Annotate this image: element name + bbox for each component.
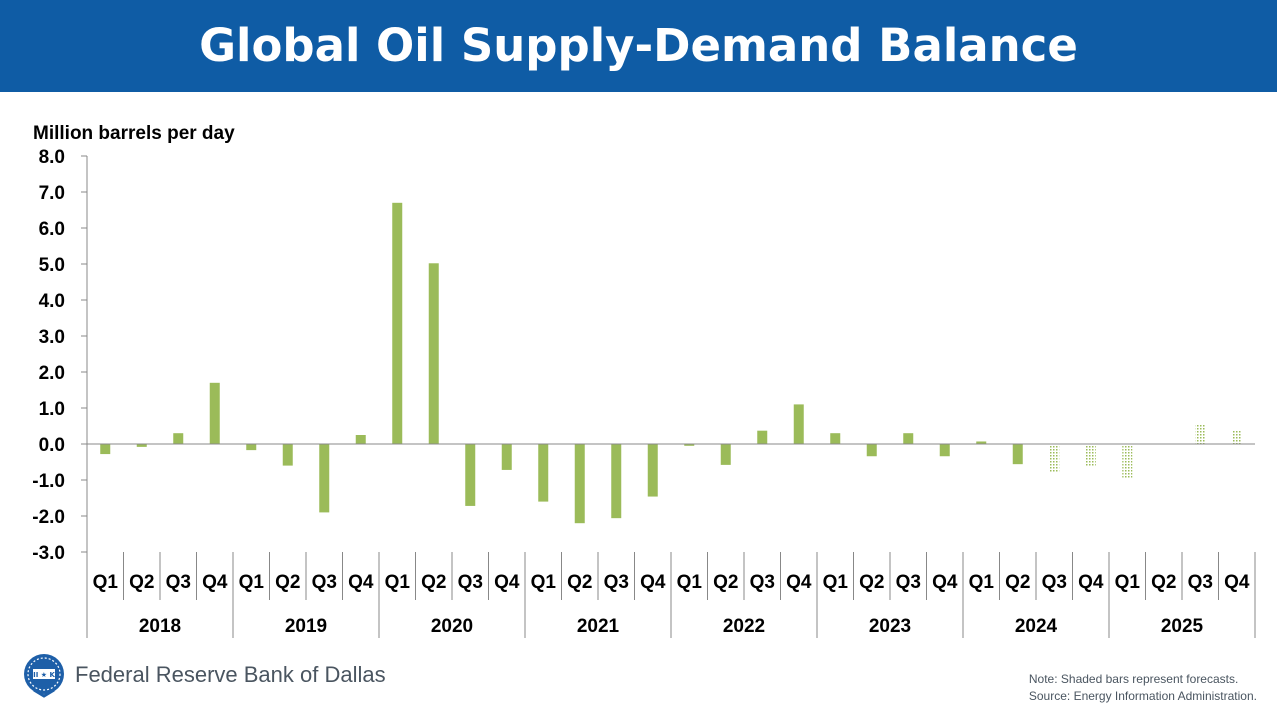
bar bbox=[793, 404, 804, 444]
y-tick-label: 1.0 bbox=[39, 399, 65, 420]
year-label: 2025 bbox=[1161, 616, 1204, 637]
quarter-label: Q1 bbox=[677, 572, 703, 593]
forecast-bar bbox=[1158, 444, 1169, 446]
y-axis: 8.0 7.0 6.0 5.0 4.0 3.0 2.0 1.0 0.0 -1.0 -2.0 -3.0 bbox=[32, 147, 88, 564]
quarter-label: Q4 bbox=[348, 572, 374, 593]
bar bbox=[903, 433, 914, 444]
quarter-label: Q3 bbox=[458, 572, 483, 593]
bar bbox=[100, 444, 111, 455]
bar bbox=[428, 263, 439, 444]
y-tick-label: -3.0 bbox=[32, 543, 65, 564]
forecast-note: Note: Shaded bars represent forecasts. bbox=[1028, 672, 1239, 686]
quarter-label: Q4 bbox=[786, 572, 812, 593]
quarter-label: Q1 bbox=[531, 572, 557, 593]
quarter-label: Q3 bbox=[312, 572, 337, 593]
year-label: 2021 bbox=[577, 616, 620, 637]
quarter-label: Q3 bbox=[1188, 572, 1213, 593]
bar bbox=[939, 444, 950, 457]
bar bbox=[866, 444, 877, 457]
quarter-label: Q4 bbox=[1078, 572, 1104, 593]
quarter-label: Q2 bbox=[275, 572, 300, 593]
quarter-label: Q4 bbox=[494, 572, 520, 593]
y-tick-label: 4.0 bbox=[39, 291, 65, 312]
quarter-label: Q1 bbox=[239, 572, 265, 593]
bar bbox=[684, 444, 695, 446]
y-tick-label: 5.0 bbox=[39, 255, 65, 276]
quarter-label: Q3 bbox=[750, 572, 775, 593]
bar bbox=[282, 444, 293, 466]
bar bbox=[647, 444, 658, 497]
bar bbox=[465, 444, 476, 506]
organization-name: Federal Reserve Bank of Dallas bbox=[75, 662, 386, 687]
quarter-label: Q2 bbox=[859, 572, 884, 593]
y-tick-label: -1.0 bbox=[32, 471, 65, 492]
source-note: Source: Energy Information Administratio… bbox=[1028, 689, 1257, 703]
quarter-label: Q1 bbox=[1115, 572, 1141, 593]
forecast-bar bbox=[1085, 444, 1096, 467]
bar bbox=[355, 435, 366, 444]
title-banner bbox=[0, 0, 1277, 92]
chart-note: Note: Shaded bars represent forecasts. S… bbox=[1029, 671, 1257, 705]
bar bbox=[574, 444, 585, 524]
y-axis-label: Million barrels per day bbox=[33, 123, 235, 144]
federal-reserve-seal-icon: II ★ K bbox=[24, 654, 64, 698]
y-tick-label: 8.0 bbox=[39, 147, 65, 168]
bar bbox=[830, 433, 841, 444]
bar bbox=[209, 382, 220, 444]
quarter-label: Q2 bbox=[421, 572, 446, 593]
forecast-bar bbox=[1122, 444, 1133, 479]
bar bbox=[136, 444, 147, 447]
quarter-label: Q1 bbox=[823, 572, 849, 593]
year-label: 2019 bbox=[285, 616, 327, 637]
forecast-bar bbox=[1049, 444, 1060, 473]
bar bbox=[392, 202, 403, 444]
quarter-label: Q4 bbox=[640, 572, 666, 593]
y-tick-label: 2.0 bbox=[39, 363, 65, 384]
year-label: 2020 bbox=[431, 616, 473, 637]
bar bbox=[757, 430, 768, 444]
quarter-label: Q4 bbox=[202, 572, 228, 593]
year-label: 2022 bbox=[723, 616, 765, 637]
y-tick-label: 6.0 bbox=[39, 219, 65, 240]
bar bbox=[319, 444, 330, 513]
bar bbox=[173, 433, 184, 444]
year-label: 2018 bbox=[139, 616, 181, 637]
bar bbox=[1012, 444, 1023, 465]
year-label: 2023 bbox=[869, 616, 911, 637]
seal-lettering: II ★ K bbox=[33, 671, 55, 679]
forecast-bar bbox=[1195, 424, 1206, 444]
quarter-label: Q3 bbox=[166, 572, 191, 593]
x-axis: Q1 Q2 Q3 Q4 Q1 Q2 Q3 Q4 Q1 Q2 Q3 Q4 Q1 Q2 Q3 Q4 Q1 Q2 Q3 Q4… bbox=[86, 443, 1256, 638]
quarter-label: Q1 bbox=[385, 572, 411, 593]
quarter-label: Q4 bbox=[932, 572, 958, 593]
quarter-label: Q2 bbox=[1151, 572, 1176, 593]
bar-series bbox=[100, 202, 1242, 524]
bar-chart: Million barrels per day 8.0 7.0 6.0 5.0 4.0 3… bbox=[32, 123, 1256, 638]
quarter-label: Q2 bbox=[129, 572, 154, 593]
page-title: Global Oil Supply-Demand Balance bbox=[199, 19, 1078, 72]
bar bbox=[720, 444, 731, 465]
y-tick-label: 7.0 bbox=[39, 183, 65, 204]
quarter-label: Q2 bbox=[1005, 572, 1030, 593]
bar bbox=[538, 444, 549, 502]
bar bbox=[501, 444, 512, 470]
quarter-label: Q1 bbox=[969, 572, 995, 593]
bar bbox=[246, 444, 257, 451]
y-tick-label: 3.0 bbox=[39, 327, 65, 348]
y-tick-label: 0.0 bbox=[39, 435, 65, 456]
quarter-label: Q1 bbox=[93, 572, 119, 593]
quarter-label: Q2 bbox=[567, 572, 592, 593]
year-label: 2024 bbox=[1015, 616, 1058, 637]
y-tick-label: -2.0 bbox=[32, 507, 65, 528]
quarter-label: Q2 bbox=[713, 572, 738, 593]
bar bbox=[611, 444, 622, 519]
quarter-label: Q3 bbox=[1042, 572, 1067, 593]
quarter-label: Q3 bbox=[896, 572, 921, 593]
bar bbox=[976, 441, 987, 444]
quarter-label: Q3 bbox=[604, 572, 629, 593]
quarter-label: Q4 bbox=[1224, 572, 1250, 593]
forecast-bar bbox=[1231, 430, 1242, 444]
